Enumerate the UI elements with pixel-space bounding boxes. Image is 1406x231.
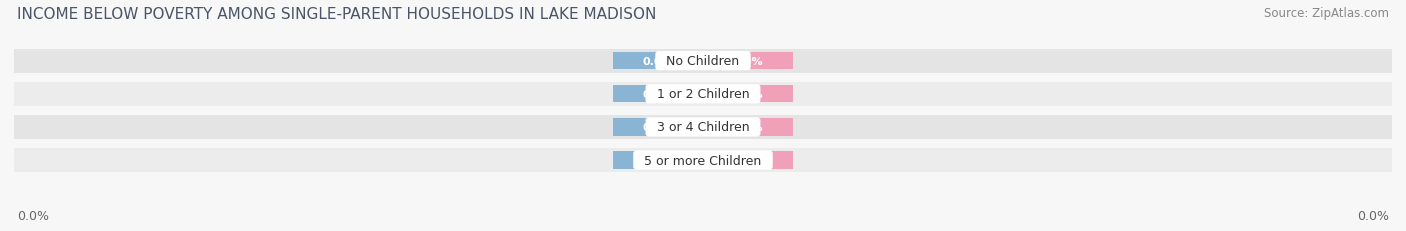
Text: 0.0%: 0.0%: [643, 155, 673, 165]
Text: 0.0%: 0.0%: [733, 155, 763, 165]
Bar: [703, 53, 793, 70]
Bar: [14, 116, 1392, 139]
Bar: [703, 152, 793, 169]
Bar: [703, 119, 793, 136]
Text: No Children: No Children: [658, 55, 748, 68]
Text: 0.0%: 0.0%: [1357, 209, 1389, 222]
Bar: [613, 86, 703, 103]
Text: 0.0%: 0.0%: [17, 209, 49, 222]
Bar: [14, 149, 1392, 172]
Bar: [14, 82, 1392, 106]
Text: 0.0%: 0.0%: [733, 56, 763, 66]
Text: 0.0%: 0.0%: [733, 89, 763, 99]
Bar: [613, 53, 703, 70]
Bar: [613, 119, 703, 136]
Text: 0.0%: 0.0%: [643, 56, 673, 66]
Text: 0.0%: 0.0%: [733, 122, 763, 132]
Bar: [14, 49, 1392, 73]
Bar: [613, 152, 703, 169]
Text: 3 or 4 Children: 3 or 4 Children: [648, 121, 758, 134]
Text: 0.0%: 0.0%: [643, 89, 673, 99]
Text: 1 or 2 Children: 1 or 2 Children: [648, 88, 758, 101]
Text: Source: ZipAtlas.com: Source: ZipAtlas.com: [1264, 7, 1389, 20]
Text: INCOME BELOW POVERTY AMONG SINGLE-PARENT HOUSEHOLDS IN LAKE MADISON: INCOME BELOW POVERTY AMONG SINGLE-PARENT…: [17, 7, 657, 22]
Text: 5 or more Children: 5 or more Children: [637, 154, 769, 167]
Bar: [703, 86, 793, 103]
Text: 0.0%: 0.0%: [643, 122, 673, 132]
Legend: Single Father, Single Mother: Single Father, Single Mother: [593, 228, 813, 231]
